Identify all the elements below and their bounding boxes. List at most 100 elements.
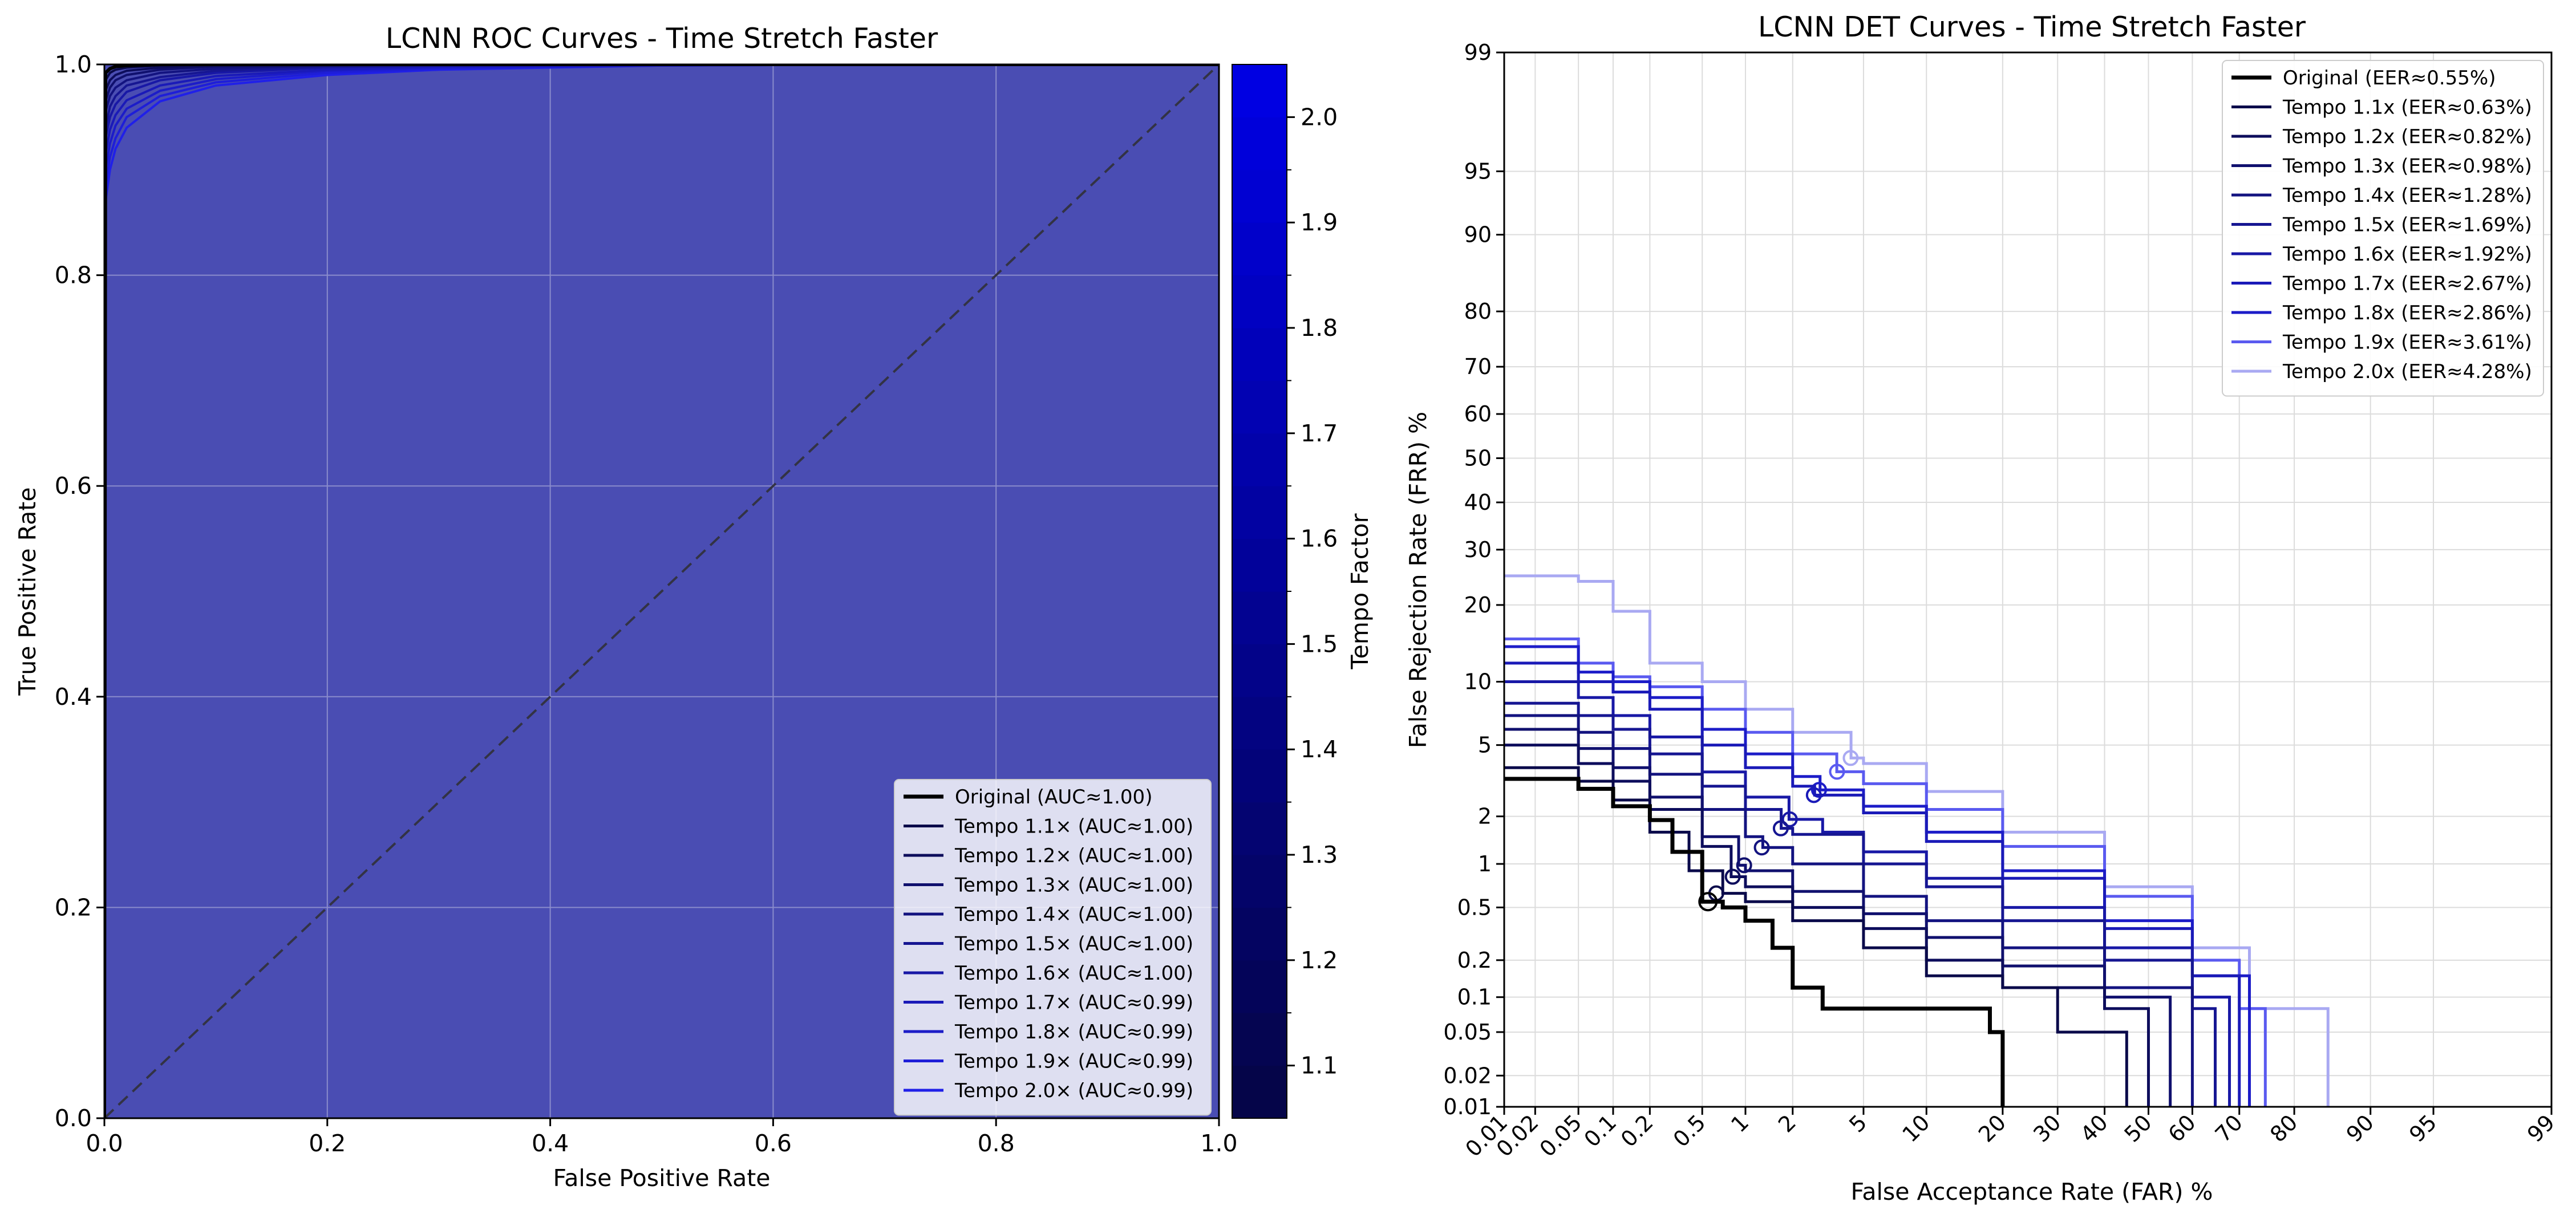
chance-diagonal [103, 63, 1220, 1119]
det-legend: Original (EER≈0.55%) Tempo 1.1x (EER≈0.63… [2222, 60, 2544, 397]
roc-y-tick-label: 0.6 [55, 472, 92, 500]
roc-series-line [104, 64, 1219, 1118]
det-x-axis-label: False Acceptance Rate (FAR) % [1851, 1178, 2213, 1205]
roc-series-group [104, 64, 1219, 1118]
det-legend-label: Tempo 1.9x (EER≈3.61%) [2282, 331, 2532, 354]
colorbar-band [1232, 960, 1287, 1013]
roc-legend-box [894, 779, 1212, 1116]
roc-legend-label: Tempo 1.1× (AUC≈1.00) [954, 815, 1193, 838]
det-series-line [1504, 744, 2150, 1107]
det-y-tick-label: 70 [1464, 354, 1492, 379]
colorbar-band [1232, 749, 1287, 803]
colorbar-band [1232, 275, 1287, 328]
roc-chart: 0.0 0.2 0.4 0.6 0.8 1.0 0.0 0.2 0.4 0.6 0.8 1.0 LC… [14, 22, 1238, 1192]
roc-x-tick-label: 0.0 [86, 1130, 123, 1157]
roc-series-line [104, 64, 1219, 1118]
colorbar-tick-label: 1.6 [1301, 525, 1338, 553]
colorbar-tick-label: 1.1 [1301, 1052, 1338, 1079]
colorbar-tick-label: 1.4 [1301, 736, 1338, 763]
det-y-tick-label: 0.2 [1457, 948, 1492, 973]
det-legend-label: Tempo 1.7x (EER≈2.67%) [2282, 273, 2532, 295]
roc-series-line [104, 64, 1219, 1118]
colorbar-band [1232, 591, 1287, 644]
roc-legend-label: Tempo 1.4× (AUC≈1.00) [954, 903, 1193, 926]
roc-series-line [104, 64, 1219, 1118]
det-y-tick-label: 40 [1464, 490, 1492, 515]
roc-legend-label: Tempo 1.5× (AUC≈1.00) [954, 933, 1193, 956]
det-y-tick-label: 5 [1478, 733, 1492, 758]
det-chart: 0.01 0.02 0.05 0.1 0.2 0.5 1 2 5 10 20 30 40 50 60 70 80… [1404, 11, 2559, 1205]
det-legend-label: Tempo 1.3x (EER≈0.98%) [2282, 155, 2532, 178]
det-axes-frame [1503, 51, 2553, 1108]
det-eer-marker [1811, 782, 1827, 798]
det-series-line [1504, 766, 2128, 1107]
roc-series-line [104, 64, 1219, 1118]
roc-title: LCNN ROC Curves - Time Stretch Faster [386, 22, 938, 55]
roc-x-tick-label: 0.4 [532, 1130, 569, 1157]
roc-legend-label: Tempo 1.6× (AUC≈1.00) [954, 962, 1193, 985]
colorbar-tick-label: 1.5 [1301, 630, 1338, 657]
roc-y-tick-label: 0.4 [55, 683, 92, 711]
det-eer-marker [1753, 839, 1770, 856]
det-y-tick-label: 60 [1464, 401, 1492, 427]
det-y-tick-label: 0.5 [1457, 895, 1492, 920]
colorbar-band [1232, 380, 1287, 434]
colorbar-band [1232, 64, 1287, 117]
det-y-tick-label: 50 [1464, 446, 1492, 471]
colorbar-band [1232, 644, 1287, 697]
det-series-line [1504, 777, 2005, 1107]
colorbar-band [1232, 538, 1287, 592]
roc-y-tick-label: 0.0 [55, 1105, 92, 1132]
colorbar-band [1232, 328, 1287, 381]
colorbar-label: Tempo Factor [1346, 513, 1374, 669]
colorbar-band [1232, 1013, 1287, 1066]
roc-legend-label: Tempo 1.2× (AUC≈1.00) [954, 845, 1193, 867]
det-y-axis-label: False Rejection Rate (FRR) % [1404, 412, 1432, 748]
colorbar-tick-label: 1.3 [1301, 841, 1338, 868]
roc-legend-label: Tempo 1.7× (AUC≈0.99) [954, 992, 1193, 1014]
det-eer-marker [1724, 868, 1741, 885]
colorbar-band [1232, 169, 1287, 223]
roc-x-ticks: 0.0 0.2 0.4 0.6 0.8 1.0 [86, 1118, 1238, 1157]
colorbar-band [1232, 433, 1287, 486]
det-y-tick-label: 10 [1464, 669, 1492, 694]
det-eer-marker [1781, 811, 1798, 827]
colorbar-band [1232, 1065, 1287, 1119]
colorbar-tick-label: 1.9 [1301, 209, 1338, 236]
det-eer-marker [1842, 750, 1859, 766]
colorbar-tick-label: 1.2 [1301, 947, 1338, 974]
roc-y-ticks: 0.0 0.2 0.4 0.6 0.8 1.0 [55, 51, 104, 1132]
det-series-group [1504, 574, 2330, 1107]
roc-series-line [104, 64, 1219, 1118]
det-series-line [1504, 701, 2217, 1107]
roc-legend-label: Tempo 1.8× (AUC≈0.99) [954, 1021, 1193, 1044]
det-y-tick-label: 0.02 [1443, 1063, 1492, 1088]
det-y-tick-label: 30 [1464, 537, 1492, 562]
colorbar-band [1232, 222, 1287, 276]
roc-y-tick-label: 1.0 [55, 51, 92, 78]
roc-x-tick-label: 0.6 [755, 1130, 792, 1157]
det-eer-marker [1805, 787, 1822, 803]
det-series-line [1504, 728, 2172, 1107]
det-legend-box [2222, 60, 2544, 397]
tempo-colorbar: 1.1 1.2 1.3 1.4 1.5 1.6 1.7 1.8 1.9 2.0 Tempo Fac… [1232, 64, 1374, 1119]
roc-series-line [104, 64, 1219, 1118]
roc-x-tick-label: 1.0 [1200, 1130, 1237, 1157]
roc-x-tick-label: 0.2 [309, 1130, 346, 1157]
det-y-tick-label: 80 [1464, 299, 1492, 324]
det-legend-label: Tempo 1.5x (EER≈1.69%) [2282, 214, 2532, 237]
det-y-tick-label: 95 [1464, 159, 1492, 184]
det-eer-marker [1698, 892, 1718, 912]
det-legend-label: Tempo 1.1x (EER≈0.63%) [2282, 96, 2532, 119]
roc-legend: Original (AUC≈1.00) Tempo 1.1× (AUC≈1.00)… [894, 779, 1212, 1116]
roc-y-tick-label: 0.2 [55, 894, 92, 921]
det-y-tick-label: 20 [1464, 592, 1492, 618]
roc-y-tick-label: 0.8 [55, 262, 92, 289]
roc-legend-label: Original (AUC≈1.00) [955, 786, 1152, 809]
colorbar-ticks: 1.1 1.2 1.3 1.4 1.5 1.6 1.7 1.8 1.9 2.0 [1287, 103, 1338, 1079]
det-eer-marker [1772, 820, 1789, 837]
det-y-tick-label: 90 [1464, 222, 1492, 247]
colorbar-tick-label: 2.0 [1301, 103, 1338, 131]
colorbar-tick-label: 1.8 [1301, 314, 1338, 342]
